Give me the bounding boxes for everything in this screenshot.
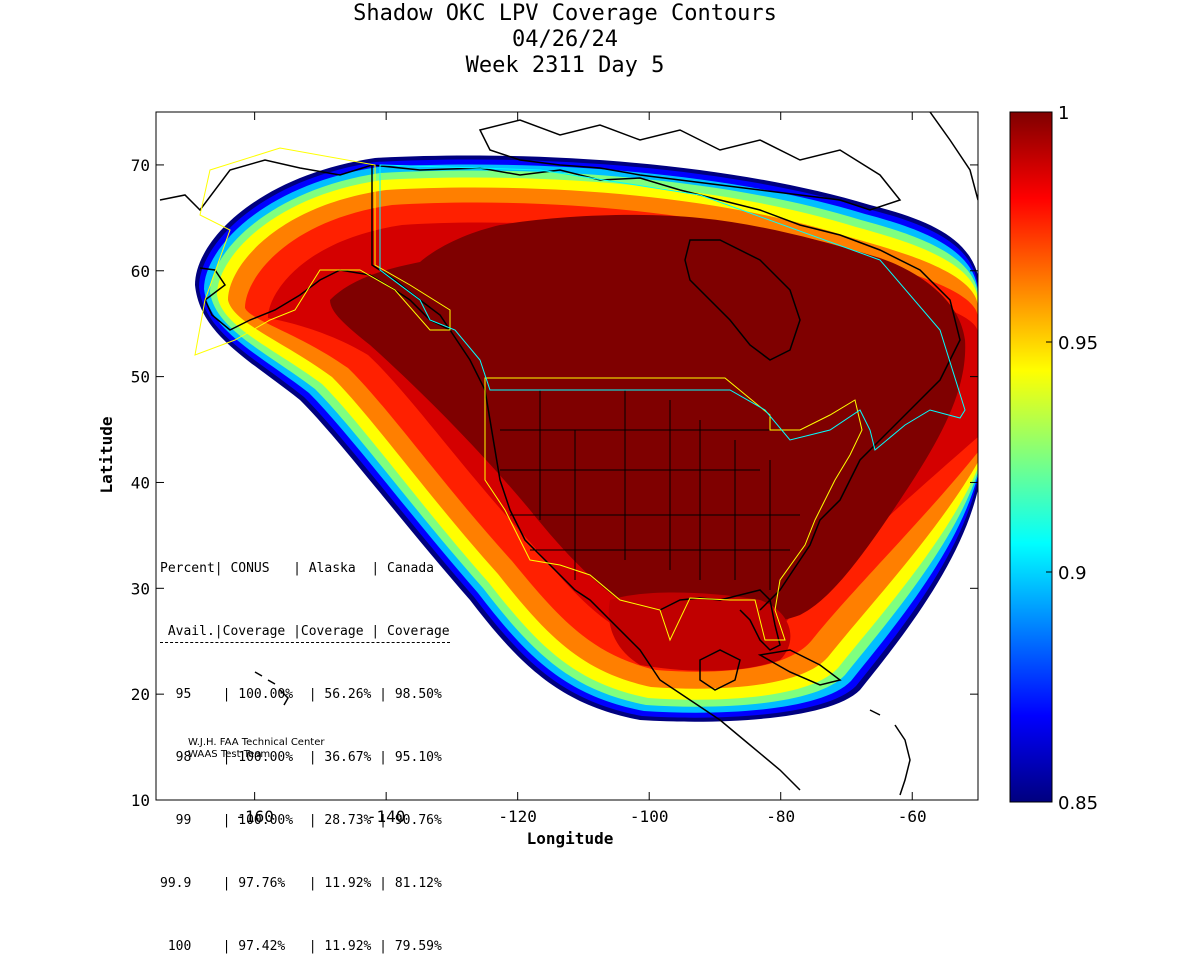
canada-service-area bbox=[379, 164, 966, 451]
stats-header-conus: CONUS bbox=[230, 561, 270, 576]
stats-cell: 98 bbox=[175, 750, 192, 765]
stats-cell: 98.50% bbox=[394, 687, 442, 702]
x-tick-label: -60 bbox=[898, 807, 927, 826]
x-tick-label: -120 bbox=[498, 807, 537, 826]
y-tick-label: 40 bbox=[131, 473, 150, 492]
colorbar-ticks: 1 0.95 0.9 0.85 bbox=[1046, 103, 1098, 814]
stats-cell: 100.00% bbox=[238, 813, 294, 828]
stats-header-alaska: Alaska bbox=[308, 561, 356, 576]
stats-row: 100 | 97.42% | 11.92% | 79.59% bbox=[167, 939, 442, 954]
west-coastline bbox=[449, 329, 801, 791]
stats-cell: 11.92% bbox=[324, 876, 372, 891]
stats-row: 98 | 100.00% | 36.67% | 95.10% bbox=[175, 750, 442, 765]
contour-band-100 bbox=[330, 214, 966, 626]
stats-cell: 100 bbox=[167, 939, 192, 954]
stats-cell: 11.92% bbox=[324, 939, 372, 954]
contour-gulf-patch bbox=[608, 592, 791, 671]
x-tick-label: -140 bbox=[367, 807, 406, 826]
alaska-service-area bbox=[194, 147, 451, 356]
y-tick-label: 70 bbox=[131, 156, 150, 175]
x-axis-title: Longitude bbox=[527, 829, 614, 848]
stats-cell: 100.00% bbox=[238, 687, 294, 702]
stats-header-avail: Avail. bbox=[167, 624, 215, 639]
credit-line-1: W.J.H. FAA Technical Center bbox=[188, 737, 325, 748]
colorbar-tick-label: 0.9 bbox=[1058, 563, 1087, 584]
yucatan bbox=[699, 649, 741, 691]
chart-title: Shadow OKC LPV Coverage Contours bbox=[353, 1, 777, 26]
stats-row: 99 | 100.00% | 28.73% | 90.76% bbox=[175, 813, 442, 828]
stats-header-row-2: Avail.|Coverage |Coverage | Coverage bbox=[160, 621, 450, 643]
coverage-contours bbox=[195, 155, 978, 722]
stats-cell: 36.67% bbox=[324, 750, 372, 765]
y-tick-label: 50 bbox=[131, 368, 150, 387]
y-tick-label: 20 bbox=[131, 685, 150, 704]
stats-header-coverage-3: Coverage bbox=[387, 624, 450, 639]
y-axis: 10 20 30 40 50 60 70 bbox=[131, 156, 978, 810]
stats-header-percent: Percent bbox=[160, 561, 215, 576]
conus-service-area bbox=[484, 377, 863, 642]
stats-cell: 97.76% bbox=[238, 876, 286, 891]
caribbean-islands bbox=[869, 709, 911, 796]
stats-cell: 95 bbox=[175, 687, 192, 702]
stats-cell: 97.42% bbox=[238, 939, 286, 954]
plot-frame bbox=[155, 111, 979, 801]
stats-cell: 99 bbox=[175, 813, 192, 828]
stats-header-coverage-1: Coverage bbox=[222, 624, 286, 639]
cuba bbox=[757, 649, 842, 686]
stats-cell: 28.73% bbox=[324, 813, 372, 828]
state-boundaries bbox=[500, 390, 800, 590]
chart-week-day: Week 2311 Day 5 bbox=[465, 53, 665, 78]
credit-line-2: WAAS Test Team bbox=[188, 749, 271, 760]
y-tick-label: 10 bbox=[131, 791, 150, 810]
stats-header-row-1: Percent| CONUS | Alaska | Canada bbox=[160, 561, 434, 576]
x-axis: -160 -140 -120 -100 -80 -60 bbox=[235, 112, 927, 826]
y-tick-label: 60 bbox=[131, 262, 150, 281]
credit-block: W.J.H. FAA Technical Center WAAS Test Te… bbox=[188, 737, 324, 761]
stats-header-coverage-2: Coverage bbox=[300, 624, 364, 639]
greenland-edge bbox=[929, 112, 978, 201]
stats-row: 99.9 | 97.76% | 11.92% | 81.12% bbox=[160, 876, 442, 891]
hawaii-islands bbox=[254, 671, 289, 706]
colorbar-tick-label: 1 bbox=[1058, 103, 1069, 124]
colorbar bbox=[1009, 111, 1053, 803]
alaska-coastline bbox=[159, 159, 453, 332]
stats-cell: 100.00% bbox=[238, 750, 294, 765]
x-tick-label: -80 bbox=[766, 807, 795, 826]
stats-cell: 95.10% bbox=[394, 750, 442, 765]
colorbar-tick-label: 0.95 bbox=[1058, 333, 1098, 354]
chart-date: 04/26/24 bbox=[512, 27, 618, 52]
stats-cell: 90.76% bbox=[394, 813, 442, 828]
hudson-bay bbox=[684, 239, 801, 361]
x-tick-label: -100 bbox=[630, 807, 669, 826]
stats-cell: 79.59% bbox=[394, 939, 442, 954]
stats-cell: 81.12% bbox=[394, 876, 442, 891]
x-tick-label: -160 bbox=[235, 807, 274, 826]
y-tick-label: 30 bbox=[131, 579, 150, 598]
stats-cell: 56.26% bbox=[324, 687, 372, 702]
stats-cell: 99.9 bbox=[160, 876, 192, 891]
coverage-map: -160 -140 -120 -100 -80 -60 10 20 30 40 50 60 70 Lo… bbox=[97, 103, 1098, 848]
stats-row: 95 | 100.00% | 56.26% | 98.50% bbox=[175, 687, 442, 702]
plot-area bbox=[156, 112, 978, 800]
service-area-polygons bbox=[194, 147, 966, 642]
colorbar-tick-label: 0.85 bbox=[1058, 793, 1098, 814]
arctic-islands bbox=[478, 119, 902, 211]
y-axis-title: Latitude bbox=[97, 416, 116, 493]
stats-header-canada: Canada bbox=[387, 561, 434, 576]
